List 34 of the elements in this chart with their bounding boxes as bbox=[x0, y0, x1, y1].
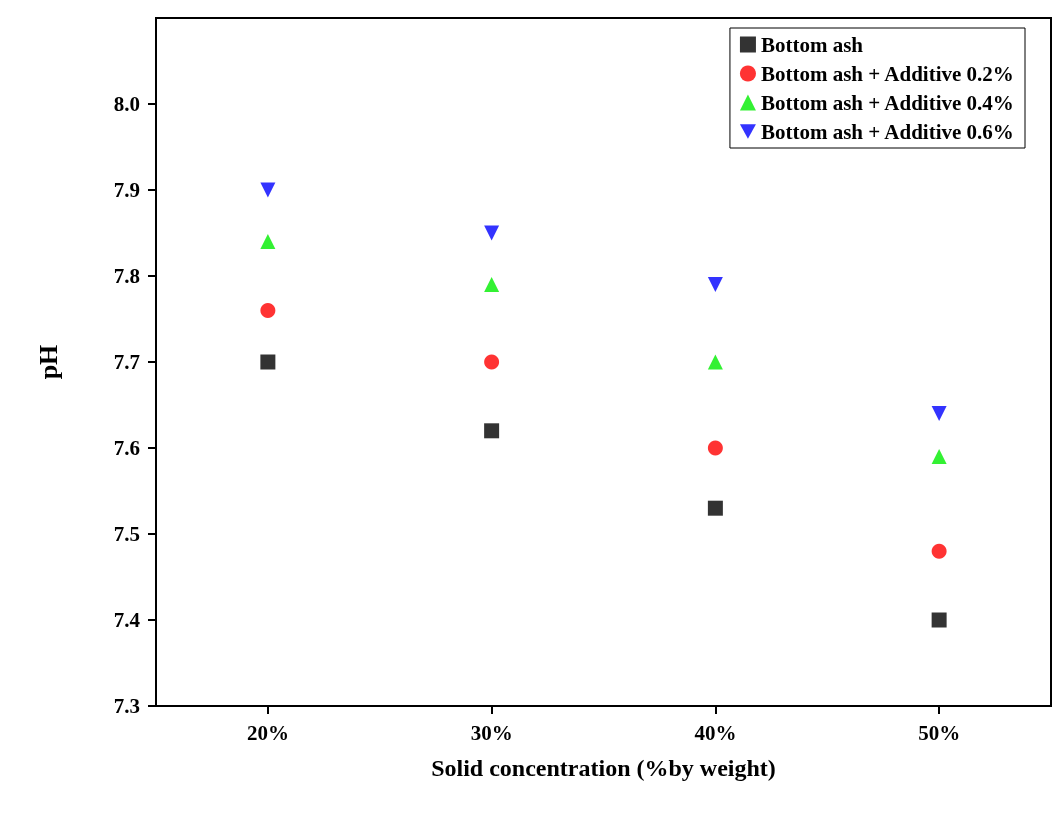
point bbox=[707, 440, 723, 456]
y-tick-label: 7.5 bbox=[113, 522, 140, 546]
y-tick-label: 7.7 bbox=[113, 350, 140, 374]
point bbox=[707, 277, 723, 293]
point bbox=[260, 302, 276, 318]
point bbox=[260, 354, 276, 370]
point bbox=[931, 612, 947, 628]
legend-label: Bottom ash + Additive 0.4% bbox=[760, 90, 1014, 115]
legend-label: Bottom ash + Additive 0.6% bbox=[760, 119, 1014, 144]
point bbox=[260, 182, 276, 198]
point bbox=[260, 234, 276, 250]
y-tick-label: 7.8 bbox=[113, 264, 140, 288]
point bbox=[931, 543, 947, 559]
point bbox=[484, 277, 500, 293]
x-tick-label: 20% bbox=[246, 720, 289, 745]
legend-label: Bottom ash bbox=[760, 32, 864, 57]
point bbox=[484, 354, 500, 370]
y-axis-title: pH bbox=[33, 344, 63, 380]
point bbox=[931, 449, 947, 465]
point bbox=[484, 423, 500, 439]
point bbox=[707, 354, 723, 370]
y-tick-label: 7.9 bbox=[113, 178, 140, 202]
x-axis-title: Solid concentration (%by weight) bbox=[431, 755, 776, 781]
point bbox=[707, 500, 723, 516]
x-tick-label: 40% bbox=[694, 720, 737, 745]
point bbox=[931, 406, 947, 422]
point bbox=[484, 225, 500, 241]
legend-label: Bottom ash + Additive 0.2% bbox=[760, 61, 1014, 86]
y-tick-label: 7.4 bbox=[113, 608, 141, 632]
y-tick-label: 7.3 bbox=[113, 694, 140, 718]
x-tick-label: 30% bbox=[470, 720, 513, 745]
x-tick-label: 50% bbox=[918, 720, 961, 745]
y-tick-label: 8.0 bbox=[113, 92, 140, 116]
y-tick-label: 7.6 bbox=[113, 436, 140, 460]
